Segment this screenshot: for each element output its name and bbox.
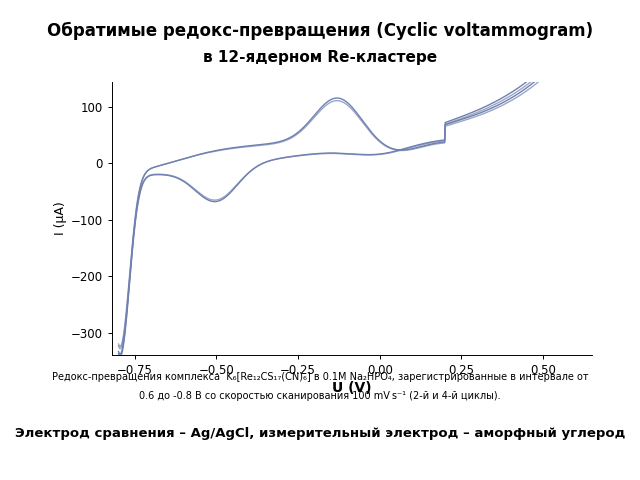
- Y-axis label: I (μA): I (μA): [54, 202, 67, 235]
- Text: в 12-ядерном Re-кластере: в 12-ядерном Re-кластере: [203, 50, 437, 65]
- Text: Редокс-превращения комплекса  K₆[Re₁₂CS₁₇(CN)₆] в 0.1M Na₂HPO₄, зарегистрированн: Редокс-превращения комплекса K₆[Re₁₂CS₁₇…: [52, 372, 588, 382]
- Text: Электрод сравнения – Ag/AgCl, измерительный электрод – аморфный углерод: Электрод сравнения – Ag/AgCl, измеритель…: [15, 427, 625, 440]
- Text: 0.6 до -0.8 В со скоростью сканирования 100 mV s⁻¹ (2-й и 4-й циклы).: 0.6 до -0.8 В со скоростью сканирования …: [139, 391, 501, 401]
- X-axis label: U (V): U (V): [332, 382, 372, 396]
- Text: Обратимые редокс-превращения (Cyclic voltammogram): Обратимые редокс-превращения (Cyclic vol…: [47, 22, 593, 40]
